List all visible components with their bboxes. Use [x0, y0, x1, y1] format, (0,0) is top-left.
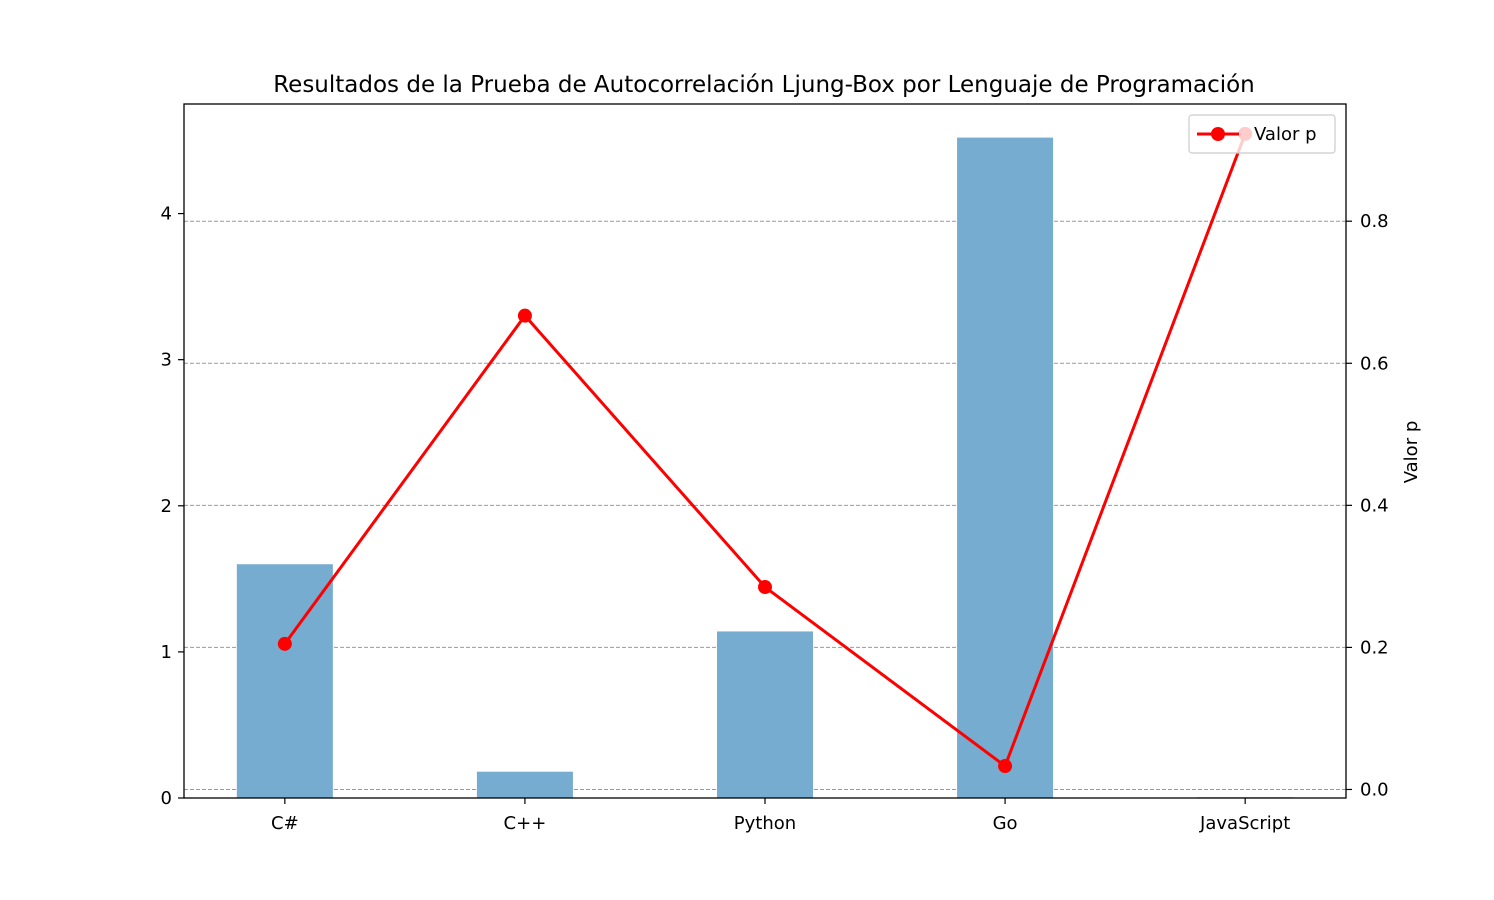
grid-layer	[184, 220, 1346, 790]
x-tick-label: Python	[734, 813, 796, 834]
right-tick-label: 0.8	[1360, 211, 1389, 232]
x-tick-label: Go	[993, 813, 1018, 834]
left-tick-label: 2	[161, 496, 172, 517]
bars-layer	[236, 137, 1294, 798]
bar	[716, 631, 814, 798]
right-tick-label: 0.6	[1360, 353, 1389, 374]
left-tick-label: 3	[161, 350, 172, 371]
pvalue-point	[517, 308, 532, 323]
bar	[957, 137, 1054, 798]
pvalue-point	[758, 580, 772, 595]
legend-label: Valor p	[1254, 124, 1317, 145]
line-layer	[277, 126, 1253, 774]
legend-box	[1188, 114, 1336, 154]
left-tick-label: 4	[161, 204, 172, 225]
bar	[236, 564, 333, 798]
x-tick-label: C++	[504, 813, 547, 834]
x-tick-label: JavaScript	[1199, 813, 1290, 834]
pvalue-point	[277, 636, 292, 651]
x-tick-label: C#	[271, 813, 299, 834]
right-tick-label: 0.0	[1360, 779, 1389, 800]
chart-title: Resultados de la Prueba de Autocorrelaci…	[273, 72, 1255, 98]
legend-marker-swatch	[1211, 127, 1225, 141]
bar	[476, 771, 573, 798]
pvalue-point	[998, 759, 1013, 774]
left-tick-label: 1	[161, 642, 172, 663]
left-tick-label: 0	[161, 788, 172, 809]
right-axis-label: Valor p	[1401, 421, 1422, 484]
right-tick-label: 0.2	[1360, 637, 1389, 658]
axes-layer: 0 1 2 3 4 0.0 0.2 0.4 0.6 0.8 C# C++ Python Go JavaScr…	[161, 103, 1389, 834]
right-tick-label: 0.4	[1360, 495, 1389, 516]
legend: Valor p	[1188, 114, 1336, 154]
